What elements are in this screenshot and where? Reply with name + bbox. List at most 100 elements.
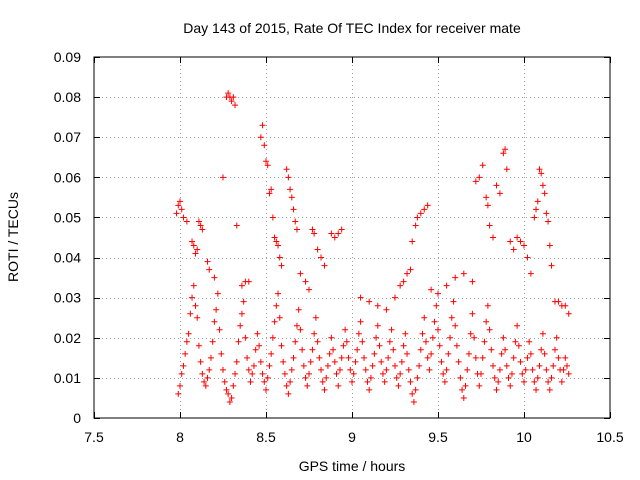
data-point — [306, 370, 312, 377]
y-tick-label: 0.05 — [54, 209, 81, 225]
data-point — [309, 346, 316, 353]
data-point — [404, 270, 411, 277]
data-point — [507, 382, 514, 389]
data-point — [306, 286, 312, 293]
data-point — [230, 382, 237, 389]
data-point — [343, 338, 350, 345]
data-point — [538, 170, 545, 177]
data-point — [503, 362, 510, 369]
data-point — [216, 326, 223, 333]
data-point — [447, 334, 454, 341]
data-point — [478, 370, 484, 377]
data-point — [177, 382, 183, 389]
data-point — [285, 174, 292, 181]
y-tick-label: 0.01 — [54, 370, 81, 386]
data-point — [366, 298, 373, 305]
data-point — [565, 310, 572, 317]
data-point — [502, 346, 509, 353]
data-point — [328, 230, 335, 237]
data-point — [199, 226, 206, 233]
data-point — [293, 322, 300, 329]
x-axis-label: GPS time / hours — [299, 458, 406, 474]
data-point — [548, 262, 555, 269]
data-point — [543, 210, 550, 217]
data-point — [225, 390, 232, 397]
data-point — [460, 270, 467, 277]
data-point — [534, 374, 541, 381]
data-point — [204, 374, 211, 381]
data-point — [261, 142, 268, 149]
data-point — [514, 234, 521, 241]
data-point — [297, 326, 304, 333]
data-point — [318, 366, 325, 373]
data-point — [357, 318, 364, 325]
data-point — [533, 386, 540, 393]
data-point — [323, 374, 330, 381]
data-point — [392, 294, 398, 301]
data-point — [409, 238, 416, 245]
data-point — [503, 166, 510, 173]
data-point — [445, 350, 452, 357]
data-point — [268, 186, 275, 193]
data-point — [486, 222, 493, 229]
data-point — [355, 330, 362, 337]
data-point — [500, 150, 507, 157]
data-point — [422, 338, 429, 345]
data-point — [264, 162, 271, 169]
data-point — [273, 238, 280, 245]
data-point — [302, 278, 309, 285]
data-point — [419, 330, 426, 337]
data-point — [476, 382, 483, 389]
data-point — [330, 346, 337, 353]
data-point — [440, 370, 447, 377]
data-point — [510, 354, 517, 361]
data-point — [460, 394, 467, 401]
data-point — [194, 314, 201, 321]
data-point — [496, 366, 503, 373]
data-point — [335, 382, 342, 389]
data-point — [486, 326, 493, 333]
data-point — [538, 346, 545, 353]
x-tick-label: 8 — [176, 429, 184, 445]
data-point — [190, 282, 197, 289]
data-point — [309, 226, 316, 233]
data-point — [266, 362, 273, 369]
data-point — [333, 370, 340, 377]
data-point — [288, 366, 295, 373]
data-point — [469, 310, 476, 317]
y-tick-label: 0.06 — [54, 169, 81, 185]
data-point — [505, 374, 512, 381]
data-point — [201, 378, 208, 385]
data-point — [555, 298, 562, 305]
data-point — [197, 358, 204, 365]
data-point — [290, 206, 297, 213]
data-point — [564, 362, 570, 369]
data-point — [278, 342, 285, 349]
data-point — [369, 362, 376, 369]
data-point — [235, 338, 242, 345]
data-point — [257, 358, 264, 365]
data-point — [207, 354, 214, 361]
data-point — [507, 238, 514, 245]
data-point — [345, 354, 352, 361]
data-point — [280, 358, 287, 365]
y-tick-label: 0.03 — [54, 290, 81, 306]
data-point — [252, 346, 259, 353]
data-point — [292, 338, 299, 345]
data-point — [293, 226, 300, 233]
data-point — [539, 330, 546, 337]
data-point — [379, 370, 386, 377]
data-point — [182, 350, 189, 357]
data-point — [417, 346, 424, 353]
data-point — [232, 370, 239, 377]
data-point — [259, 370, 266, 377]
y-axis-label: ROTI / TECUs — [5, 192, 21, 282]
data-point — [183, 338, 190, 345]
data-point — [560, 366, 567, 373]
data-point — [192, 250, 199, 257]
data-point — [404, 350, 411, 357]
data-point — [302, 374, 309, 381]
data-point — [417, 210, 424, 217]
y-tick-label: 0 — [73, 410, 81, 426]
data-point — [533, 206, 540, 213]
